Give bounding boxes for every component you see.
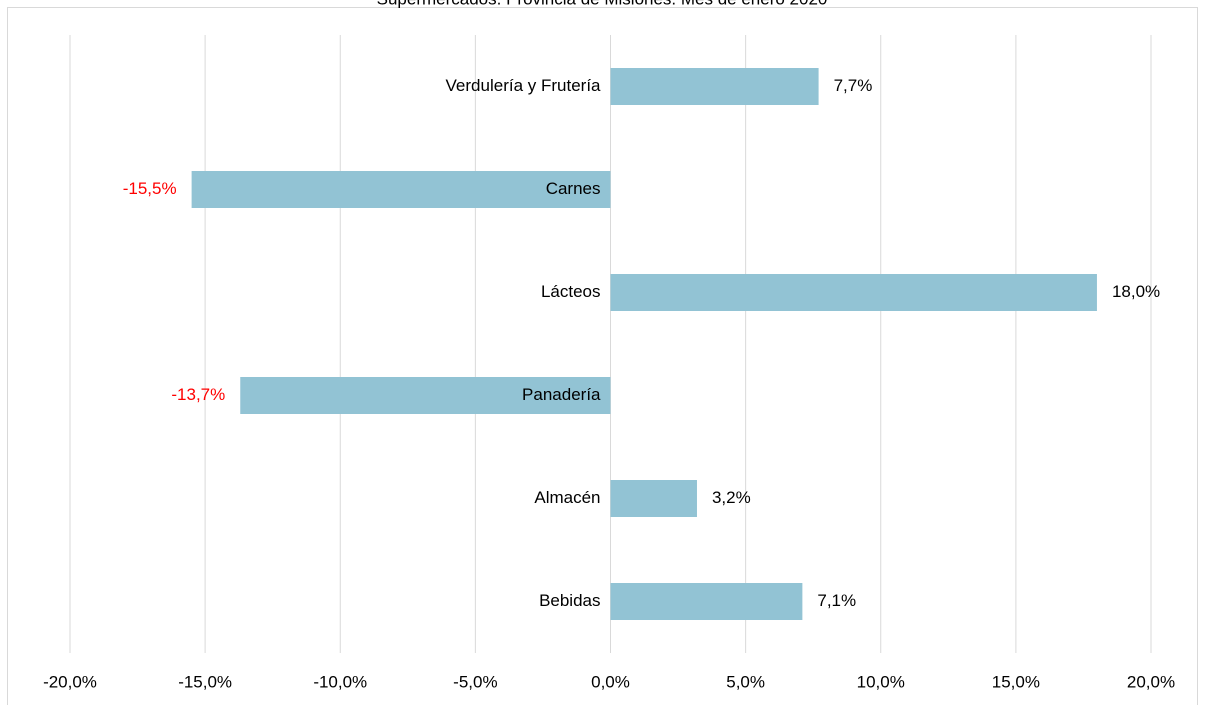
x-tick-label: -20,0% [43,672,97,691]
category-label: Panadería [522,385,601,404]
x-tick-label: -10,0% [313,672,367,691]
value-label: 3,2% [712,488,751,507]
x-tick-label: 10,0% [857,672,905,691]
bar [610,68,819,105]
x-tick-label: 0,0% [591,672,630,691]
category-label: Verdulería y Frutería [446,76,602,95]
x-tick-label: 15,0% [992,672,1040,691]
x-tick-label: -5,0% [453,672,497,691]
category-label: Almacén [534,488,600,507]
x-tick-label: -15,0% [178,672,232,691]
bar [610,583,803,620]
value-label: 7,1% [817,591,856,610]
bar [610,480,697,517]
category-label: Bebidas [539,591,600,610]
category-label: Carnes [546,179,601,198]
bar [240,377,611,414]
value-label: -13,7% [171,385,225,404]
x-tick-label: 5,0% [726,672,765,691]
bar [610,274,1097,311]
category-label: Lácteos [541,282,601,301]
x-tick-label: 20,0% [1127,672,1175,691]
chart-frame [7,7,1198,705]
value-label: 7,7% [834,76,873,95]
value-label: -15,5% [123,179,177,198]
bar [191,171,611,208]
value-label: 18,0% [1112,282,1160,301]
chart-title: Supermercados. Provincia de Misiones. Me… [377,0,828,8]
